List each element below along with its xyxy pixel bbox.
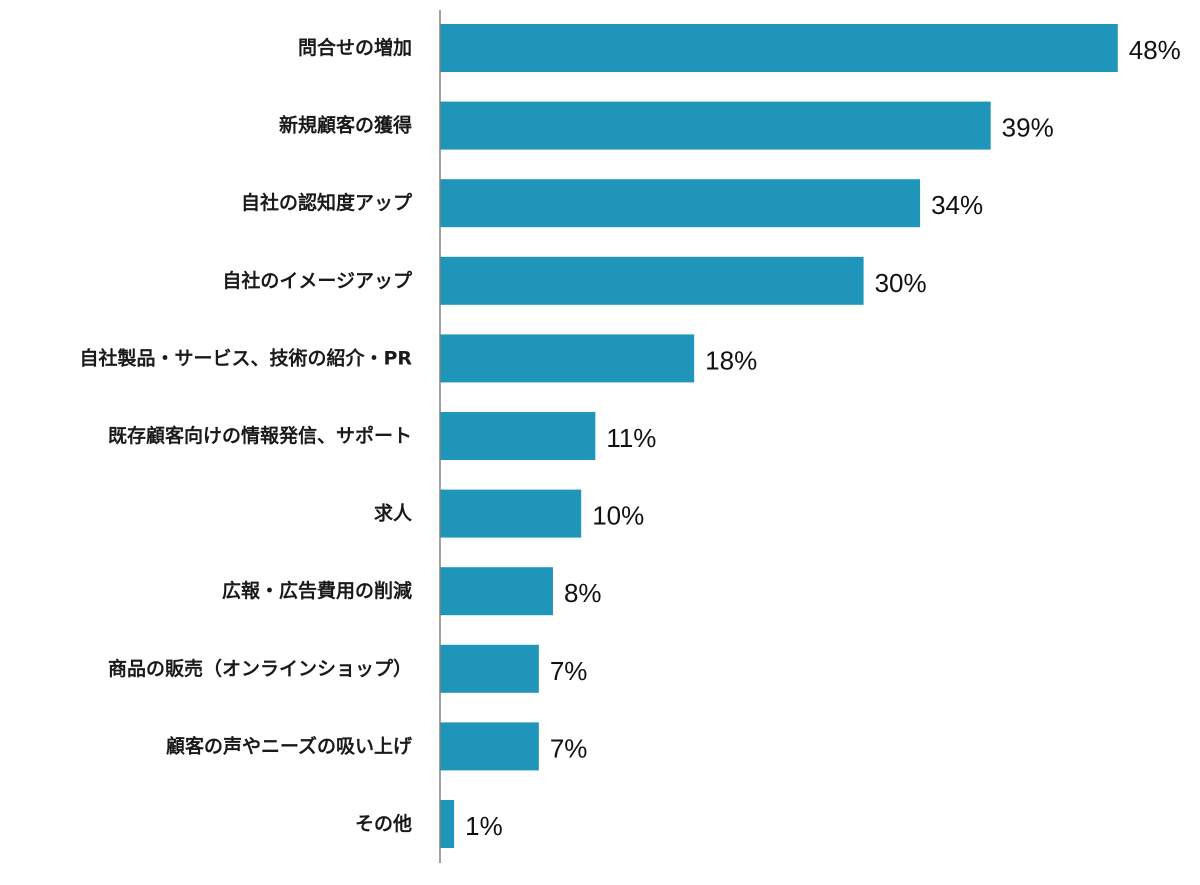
category-label: 自社のイメージアップ — [222, 269, 413, 292]
value-label: 7% — [550, 733, 588, 763]
bar — [440, 179, 921, 228]
bar — [440, 256, 864, 305]
category-label: 顧客の声やニーズの吸い上げ — [166, 734, 413, 757]
category-label: 求人 — [374, 502, 413, 525]
category-labels-group: 問合せの増加新規顧客の獲得自社の認知度アップ自社のイメージアップ自社製品・サービ… — [79, 36, 413, 835]
bar — [440, 412, 596, 460]
bar — [440, 567, 553, 616]
bars-group — [440, 24, 1118, 848]
value-label: 34% — [931, 190, 983, 220]
value-label: 18% — [705, 345, 757, 375]
category-label: 問合せの増加 — [298, 36, 412, 59]
value-label: 30% — [875, 268, 927, 298]
category-label: その他 — [355, 812, 412, 835]
bar — [440, 489, 582, 538]
bar — [440, 800, 455, 848]
category-label: 自社の認知度アップ — [241, 191, 413, 214]
value-label: 8% — [564, 578, 602, 608]
value-label: 39% — [1002, 113, 1054, 143]
value-label: 10% — [592, 501, 644, 531]
category-label: 商品の販売（オンラインショップ） — [108, 657, 412, 680]
bar — [440, 644, 539, 693]
value-label: 7% — [550, 656, 588, 686]
value-label: 1% — [465, 811, 503, 841]
category-label: 自社製品・サービス、技術の紹介・PR — [79, 346, 412, 369]
value-label: 11% — [606, 423, 656, 453]
value-labels-group: 48% 39% 34% 30% 18% 11% 10% 8% 7% 7% 1% — [465, 35, 1181, 841]
category-label: 広報・広告費用の削減 — [222, 579, 412, 602]
bar — [440, 722, 539, 771]
bar — [440, 24, 1118, 72]
value-label: 48% — [1129, 35, 1181, 65]
bar — [440, 334, 695, 383]
category-label: 既存顧客向けの情報発信、サポート — [108, 424, 412, 447]
category-label: 新規顧客の獲得 — [279, 114, 412, 137]
bar — [440, 101, 991, 150]
